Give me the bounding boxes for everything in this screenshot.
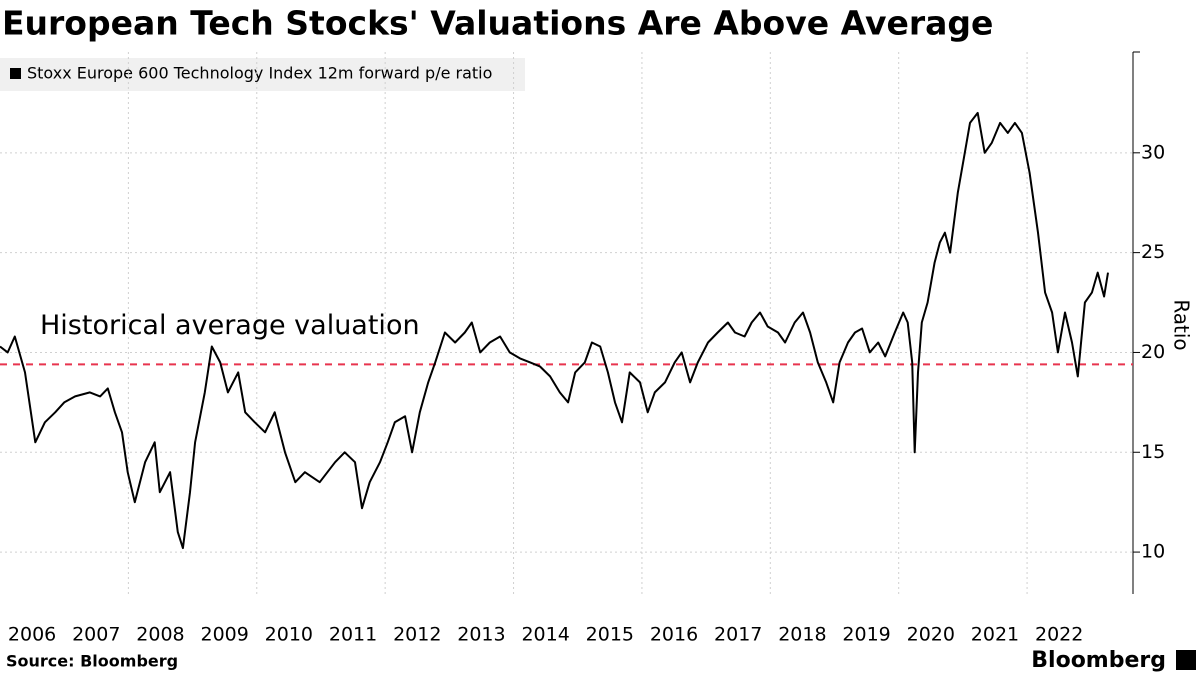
legend-label: Stoxx Europe 600 Technology Index 12m fo… xyxy=(27,64,492,83)
x-tick-label: 2021 xyxy=(971,624,1019,646)
source: Source: Bloomberg xyxy=(6,652,178,671)
y-tick-label: 10 xyxy=(1141,541,1165,563)
x-tick-label: 2019 xyxy=(842,624,890,646)
brand: Bloomberg xyxy=(1031,648,1166,673)
x-tick-label: 2009 xyxy=(200,624,248,646)
annotation: Historical average valuation xyxy=(40,310,420,341)
series-line xyxy=(0,111,1109,550)
y-tick-label: 25 xyxy=(1141,241,1165,263)
brand-icon xyxy=(1176,650,1196,670)
y-tick-label: 15 xyxy=(1141,441,1165,463)
x-tick-label: 2013 xyxy=(457,624,505,646)
x-tick-label: 2016 xyxy=(650,624,698,646)
legend-swatch xyxy=(10,68,21,79)
legend-box xyxy=(0,58,525,91)
y-axis-label: Ratio xyxy=(1170,299,1194,350)
chart-title: European Tech Stocks' Valuations Are Abo… xyxy=(2,4,993,43)
x-tick-label: 2006 xyxy=(8,624,56,646)
x-tick-label: 2012 xyxy=(393,624,441,646)
x-tick-label: 2014 xyxy=(521,624,569,646)
x-tick-label: 2011 xyxy=(329,624,377,646)
x-tick-label: 2008 xyxy=(136,624,184,646)
x-tick-label: 2007 xyxy=(72,624,120,646)
y-tick-label: 20 xyxy=(1141,341,1165,363)
x-tick-label: 2015 xyxy=(586,624,634,646)
y-tick-label: 30 xyxy=(1141,141,1165,163)
x-tick-label: 2010 xyxy=(265,624,313,646)
x-tick-label: 2022 xyxy=(1035,624,1083,646)
x-tick-label: 2018 xyxy=(778,624,826,646)
x-tick-label: 2017 xyxy=(714,624,762,646)
x-tick-label: 2020 xyxy=(907,624,955,646)
